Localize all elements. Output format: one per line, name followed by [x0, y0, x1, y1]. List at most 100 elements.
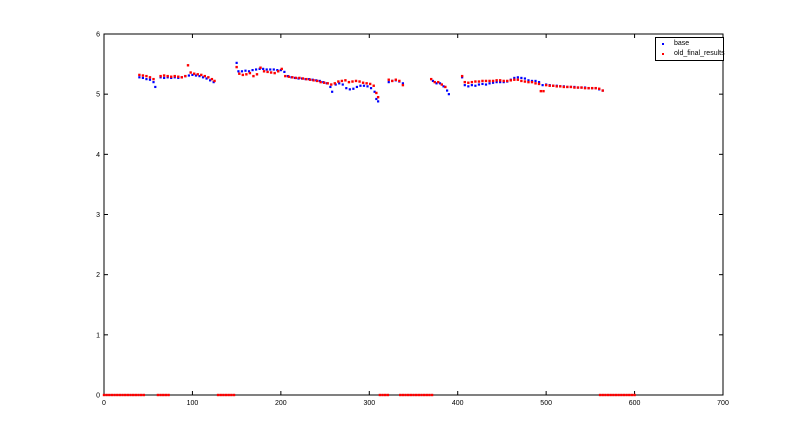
- old-final-results-point: [354, 79, 358, 83]
- base-point: [484, 83, 488, 86]
- old-final-results-point: [414, 393, 418, 397]
- base-point: [467, 85, 470, 88]
- old-final-results-point: [376, 95, 380, 99]
- old-final-results-point: [139, 393, 143, 397]
- old-final-results-point: [365, 82, 368, 85]
- base-point: [373, 90, 376, 93]
- old-final-results-point: [347, 80, 351, 84]
- old-final-results-point: [368, 82, 372, 86]
- old-final-results-point: [594, 86, 597, 90]
- old-final-results-point: [255, 73, 259, 76]
- old-final-results-point: [222, 393, 225, 397]
- old-final-results-point: [477, 80, 481, 83]
- old-final-results-point: [308, 78, 312, 81]
- old-final-results-point: [401, 83, 405, 87]
- old-final-results-point: [598, 393, 602, 397]
- old-final-results-point: [315, 79, 319, 83]
- old-final-results-point: [192, 72, 196, 75]
- old-final-results-point: [604, 393, 607, 397]
- old-final-results-point: [177, 75, 180, 78]
- base-point: [401, 82, 404, 85]
- base-point: [499, 81, 502, 84]
- base-point: [329, 85, 332, 89]
- base-point: [520, 76, 523, 80]
- y-tick-label: 2: [96, 272, 100, 279]
- old-final-results-point: [277, 70, 280, 73]
- old-final-results-point: [520, 79, 523, 83]
- old-final-results-point: [583, 86, 587, 90]
- base-point: [272, 68, 275, 71]
- base-point: [141, 76, 145, 80]
- old-final-results-point: [230, 393, 233, 397]
- old-final-results-point: [227, 393, 230, 397]
- old-final-results-point: [601, 89, 604, 92]
- legend: base old_final_results: [655, 37, 725, 61]
- base-point: [537, 81, 541, 84]
- old-final-results-point: [542, 89, 545, 93]
- old-final-results-point: [138, 73, 141, 77]
- old-final-results-point: [361, 81, 365, 84]
- old-final-results-point: [196, 73, 199, 76]
- base-point: [474, 84, 477, 87]
- axes-box: [103, 33, 724, 396]
- base-point: [194, 74, 198, 77]
- legend-marker-old: [662, 53, 664, 55]
- old-final-results-point: [502, 79, 505, 83]
- base-point: [366, 85, 369, 88]
- old-final-results-point: [555, 85, 558, 88]
- old-final-results-point: [145, 74, 148, 78]
- old-final-results-point: [142, 393, 145, 397]
- base-point: [166, 76, 169, 79]
- old-final-results-point: [506, 79, 509, 83]
- old-final-results-point: [108, 393, 111, 397]
- old-final-results-point: [463, 80, 466, 84]
- old-final-results-point: [601, 393, 604, 397]
- base-point: [209, 79, 212, 82]
- x-tick-label: 600: [629, 400, 641, 407]
- old-final-results-point: [152, 77, 155, 81]
- old-final-results-point: [412, 393, 415, 397]
- base-point: [502, 81, 505, 84]
- old-final-results-point: [284, 74, 287, 78]
- old-final-results-point: [340, 79, 344, 83]
- base-point: [387, 81, 390, 84]
- old-final-results-point: [404, 393, 407, 397]
- x-tick-label: 0: [102, 400, 106, 407]
- old-final-results-point: [141, 74, 145, 77]
- old-final-results-point: [484, 79, 488, 83]
- old-final-results-point: [134, 393, 138, 397]
- base-point: [352, 87, 355, 90]
- base-point: [318, 79, 321, 83]
- base-point: [237, 70, 240, 73]
- old-final-results-point: [562, 85, 566, 89]
- old-final-results-point: [118, 393, 122, 397]
- old-final-results-point: [566, 85, 569, 89]
- base-point: [359, 84, 362, 87]
- old-final-results-point: [372, 84, 375, 87]
- base-point: [461, 76, 464, 79]
- old-final-results-point: [245, 73, 248, 76]
- base-point: [527, 79, 530, 82]
- old-final-results-point: [537, 82, 541, 86]
- old-final-results-point: [630, 393, 634, 397]
- old-final-results-point: [609, 393, 612, 397]
- base-point: [355, 85, 359, 89]
- old-final-results-point: [162, 393, 165, 397]
- base-point: [481, 82, 484, 86]
- base-point: [265, 68, 268, 71]
- base-point: [495, 81, 498, 84]
- base-point: [159, 76, 162, 79]
- old-final-results-point: [351, 80, 354, 83]
- base-point: [523, 77, 527, 80]
- old-final-results-point: [333, 82, 336, 85]
- base-point: [463, 84, 466, 87]
- base-point: [488, 82, 491, 85]
- old-final-results-point: [224, 393, 228, 397]
- old-final-results-point: [273, 71, 276, 75]
- old-final-results-point: [590, 86, 594, 90]
- base-point: [262, 67, 265, 70]
- old-final-results-point: [559, 85, 562, 88]
- base-point: [173, 76, 176, 79]
- base-point: [187, 74, 190, 77]
- x-tick-label: 300: [363, 400, 375, 407]
